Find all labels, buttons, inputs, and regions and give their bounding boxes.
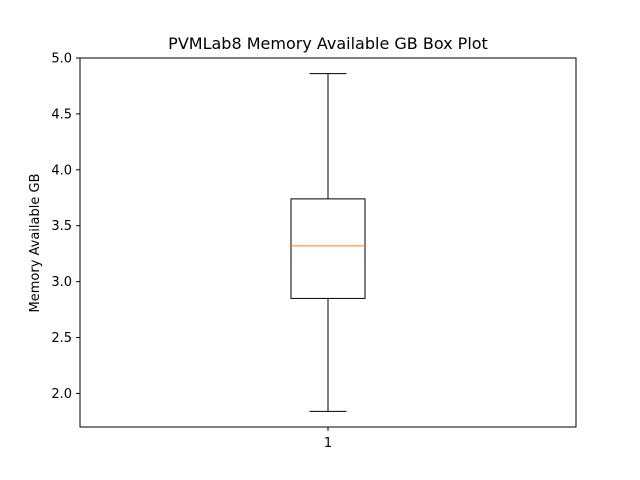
- x-axis: 1: [324, 427, 332, 451]
- y-axis: 2.0 2.5 3.0 3.5 4.0 4.5 5.0: [51, 52, 80, 402]
- y-tick-label: 3.0: [51, 275, 72, 290]
- chart-title: PVMLab8 Memory Available GB Box Plot: [168, 34, 488, 53]
- y-tick-label: 5.0: [51, 52, 72, 67]
- y-tick-label: 3.5: [51, 219, 72, 234]
- y-tick-label: 2.5: [51, 331, 72, 346]
- iqr-box: [290, 198, 366, 299]
- box-group: [290, 73, 366, 412]
- plot-area: [290, 73, 366, 412]
- y-tick-label: 4.5: [51, 107, 72, 122]
- y-tick-label: 4.0: [51, 163, 72, 178]
- y-tick-label: 2.0: [51, 387, 72, 402]
- x-tick-label: 1: [324, 436, 332, 451]
- y-axis-label: Memory Available GB: [28, 174, 43, 313]
